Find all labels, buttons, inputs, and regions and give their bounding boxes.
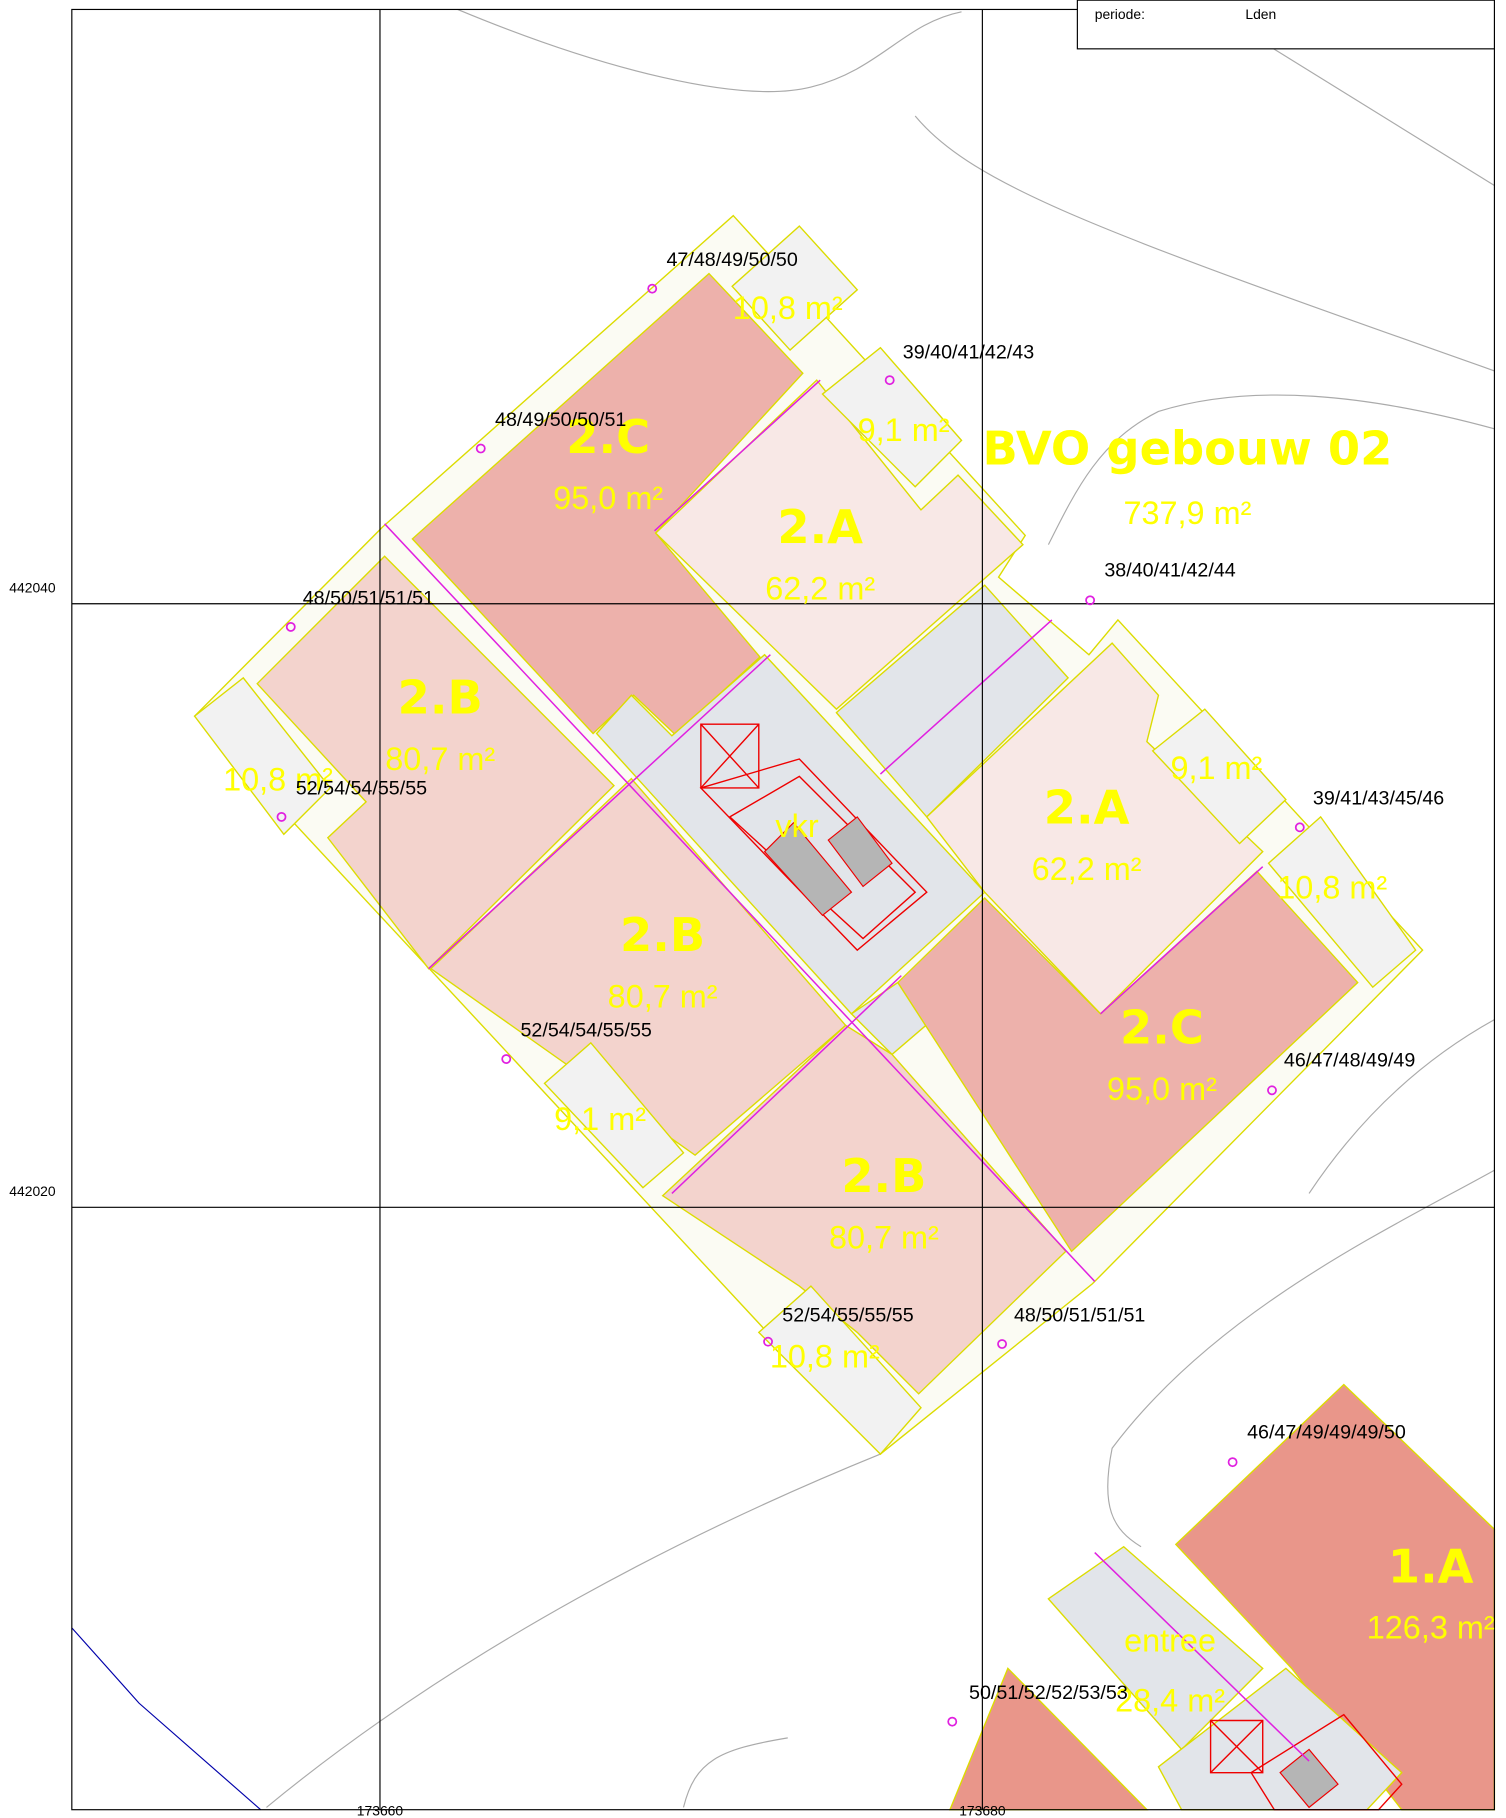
receiver-label: 46/47/48/49/49 (1284, 1050, 1415, 1072)
receiver-label: 52/54/54/55/55 (296, 777, 427, 799)
receiver-label: 48/49/50/50/51 (495, 409, 626, 431)
unit-code: vkr (775, 808, 818, 844)
receiver-point (948, 1718, 956, 1726)
x-axis-label: 173680 (959, 1803, 1006, 1818)
unit-area: 80,7 m² (385, 741, 495, 777)
outdoor-area: 9,1 m² (1170, 750, 1262, 786)
outdoor-area: 9,1 m² (858, 412, 950, 448)
x-axis-label: 173660 (357, 1803, 404, 1818)
unit-code: 2.C (1120, 1001, 1204, 1055)
receiver-label: 39/41/43/45/46 (1313, 788, 1444, 810)
receiver-point (502, 1055, 510, 1063)
receiver-label: 52/54/55/55/55 (782, 1304, 913, 1326)
building-area: 737,9 m² (1123, 495, 1251, 531)
legend-label: periode: (1095, 6, 1145, 22)
unit-area: 28,4 m² (1115, 1683, 1225, 1719)
unit-area: 126,3 m² (1367, 1610, 1495, 1646)
unit-code: 2.A (777, 500, 863, 554)
unit-code: 1.A (1388, 1539, 1474, 1593)
receiver-label: 50/51/52/52/53/53 (969, 1682, 1128, 1704)
unit-area: 80,7 m² (608, 978, 718, 1014)
unit-code: 2.B (841, 1149, 926, 1203)
receiver-label: 38/40/41/42/44 (1104, 560, 1235, 582)
site-plan: periode: Lden 442040 442020 173660 17368… (0, 0, 1506, 1818)
unit-area: 80,7 m² (829, 1219, 939, 1255)
receiver-label: 39/40/41/42/43 (903, 342, 1034, 364)
unit-area: 95,0 m² (1107, 1071, 1217, 1107)
outdoor-area: 10,8 m² (770, 1339, 880, 1375)
building-1 (950, 1385, 1494, 1810)
receiver-point (1086, 596, 1094, 604)
unit-area: 62,2 m² (1032, 851, 1142, 887)
unit-code: 2.B (620, 908, 705, 962)
unit-code: 2.A (1044, 781, 1130, 835)
receiver-point (1229, 1458, 1237, 1466)
y-axis-label: 442020 (9, 1183, 56, 1199)
receiver-label: 47/48/49/50/50 (666, 249, 797, 271)
receiver-label: 48/50/51/51/51 (1014, 1304, 1145, 1326)
unit-area: 95,0 m² (553, 480, 663, 516)
unit-area: 62,2 m² (765, 571, 875, 607)
y-axis-label: 442040 (9, 579, 56, 595)
receiver-label: 46/47/49/49/49/50 (1247, 1421, 1406, 1443)
building-name: BVO gebouw 02 (982, 421, 1392, 475)
receiver-label: 52/54/54/55/55 (520, 1019, 651, 1041)
legend-value: Lden (1245, 6, 1276, 22)
boundary-line (72, 1628, 261, 1810)
outdoor-area: 10,8 m² (733, 290, 843, 326)
unit-code: entree (1124, 1622, 1216, 1658)
receiver-label: 48/50/51/51/51 (303, 587, 434, 609)
outdoor-area: 10,8 m² (1277, 869, 1387, 905)
outdoor-area: 9,1 m² (554, 1101, 646, 1137)
unit-code: 2.B (398, 671, 483, 725)
